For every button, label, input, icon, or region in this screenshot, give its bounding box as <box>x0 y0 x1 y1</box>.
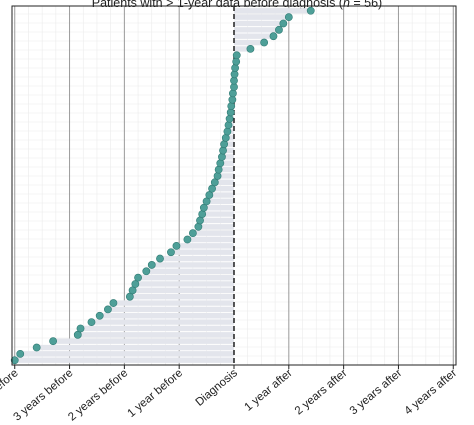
patient-start-point <box>214 165 223 174</box>
x-tick-label: Diagnosis <box>194 367 241 409</box>
patient-start-point <box>232 51 241 60</box>
patient-start-point <box>172 241 181 250</box>
patient-start-point <box>194 222 203 231</box>
observation-segments <box>14 8 311 363</box>
data-points <box>10 6 315 365</box>
patient-start-point <box>16 349 25 358</box>
patient-start-point <box>104 305 112 314</box>
patient-start-point <box>183 235 192 244</box>
patient-start-point <box>246 44 255 53</box>
patient-start-point <box>147 261 156 269</box>
patient-start-point <box>269 32 278 41</box>
patient-start-point <box>216 159 225 168</box>
patient-start-point <box>76 324 85 333</box>
chart-title-prefix: Patients with > 1-year data before diagn… <box>91 0 343 10</box>
patient-start-point <box>10 356 19 365</box>
patient-start-point <box>198 210 207 218</box>
patient-start-point <box>134 273 142 282</box>
patient-start-point <box>188 229 197 238</box>
patient-start-point <box>156 254 164 263</box>
chart-title: Patients with > 1-year data before diagn… <box>0 0 474 10</box>
x-tick-label: 1 year after <box>242 367 294 414</box>
patient-start-point <box>221 133 230 142</box>
x-tick-label: 3 years after <box>348 367 405 417</box>
patient-start-point <box>275 25 283 34</box>
x-tick-marks <box>14 365 454 369</box>
patient-start-point <box>109 299 118 307</box>
patient-start-point <box>223 127 232 136</box>
minor-grid <box>12 6 456 366</box>
x-tick-label: 2 years after <box>293 367 350 417</box>
patient-start-point <box>225 114 234 123</box>
x-tick-label: 1 year before <box>125 367 185 420</box>
x-tick-label: 2 years before <box>66 367 130 423</box>
patient-start-point <box>95 311 104 320</box>
patient-start-point <box>229 89 237 98</box>
patient-start-point <box>87 318 96 327</box>
patient-start-point <box>49 337 58 346</box>
patient-start-point <box>213 172 222 180</box>
patient-start-point <box>224 121 233 130</box>
patient-start-point <box>220 140 229 149</box>
patient-start-point <box>227 102 236 110</box>
patient-start-point <box>260 38 269 47</box>
x-tick-label: 4 years after <box>403 367 460 417</box>
patient-start-point <box>284 13 293 22</box>
chart-title-suffix: = 56) <box>349 0 383 10</box>
patient-start-point <box>167 248 175 257</box>
patient-start-point <box>142 267 151 276</box>
patient-start-point <box>279 19 288 28</box>
chart-title-n-symbol: n <box>342 0 350 10</box>
patient-start-point <box>219 146 227 155</box>
patient-start-point <box>32 343 41 352</box>
patient-start-point <box>306 6 315 15</box>
patient-start-point <box>218 153 226 161</box>
patient-start-point <box>231 64 239 72</box>
